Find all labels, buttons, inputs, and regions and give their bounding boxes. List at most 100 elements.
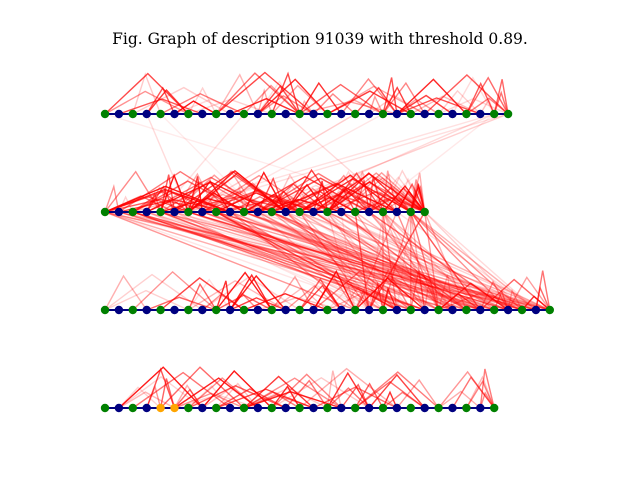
cross-edge	[215, 211, 439, 311]
edge	[271, 195, 384, 213]
cross-edge	[285, 211, 384, 311]
cross-edge	[132, 211, 481, 311]
cross-edge	[410, 211, 440, 311]
edge	[257, 85, 301, 115]
edge	[382, 169, 426, 213]
row-4-node	[378, 403, 388, 413]
edge	[327, 90, 412, 115]
edge	[188, 385, 286, 409]
edge	[396, 97, 481, 115]
edge	[410, 182, 426, 213]
edge	[160, 93, 245, 115]
edge	[215, 280, 231, 311]
edge	[146, 89, 189, 115]
edge	[271, 287, 328, 311]
row-3-node	[142, 305, 151, 315]
cross-edge	[382, 211, 426, 311]
edge	[271, 275, 315, 311]
edge	[243, 292, 328, 311]
cross-edge	[215, 211, 398, 311]
row-1-node	[378, 109, 388, 119]
edge	[424, 74, 509, 115]
nodes-layer	[100, 109, 554, 413]
edge	[326, 170, 370, 213]
cross-edge	[132, 211, 412, 311]
cross-edge	[341, 211, 551, 311]
cross-edge	[396, 211, 440, 311]
cross-edge	[271, 211, 509, 311]
row-1-node	[198, 109, 207, 119]
cross-edge	[146, 211, 398, 311]
cross-edge	[160, 211, 550, 311]
cross-edge	[104, 211, 509, 311]
cross-edge	[188, 113, 356, 213]
row-2-node	[142, 207, 151, 217]
row-3-node	[114, 305, 124, 315]
edge	[132, 72, 162, 115]
edge	[118, 376, 203, 409]
edge	[382, 170, 398, 213]
cross-edge	[299, 211, 370, 311]
cross-edge	[382, 211, 481, 311]
cross-edge	[146, 211, 453, 311]
cross-edge	[174, 211, 481, 311]
edge	[160, 366, 245, 409]
edge	[451, 376, 495, 409]
edge	[215, 192, 300, 213]
edge	[465, 379, 495, 409]
edge	[104, 195, 189, 213]
row-2-node	[351, 207, 360, 217]
cross-edge	[243, 211, 551, 311]
row-3-node	[545, 305, 554, 315]
row-4-node	[337, 403, 346, 413]
cross-edge	[354, 211, 495, 311]
cross-edge	[160, 211, 425, 311]
row-2-node	[281, 207, 290, 217]
edge	[215, 72, 301, 115]
row-3-node	[448, 305, 457, 315]
cross-edge	[368, 211, 426, 311]
row-4-node	[323, 403, 332, 413]
edge	[382, 81, 426, 115]
cross-edge	[146, 211, 384, 311]
row-4-node	[239, 403, 249, 413]
row-3-node	[351, 305, 360, 315]
edge	[410, 270, 426, 311]
cross-edge	[313, 211, 467, 311]
row-2-node	[184, 207, 193, 217]
cross-edge	[257, 211, 370, 311]
edge	[188, 279, 287, 311]
row-4-node	[351, 403, 360, 413]
edge	[257, 172, 384, 213]
row-3-node	[156, 305, 165, 315]
cross-edge	[215, 211, 439, 311]
edge	[257, 184, 370, 213]
row-3-node	[476, 305, 485, 315]
row-1-node	[309, 109, 318, 119]
edge	[299, 83, 384, 115]
cross-edge	[313, 211, 481, 311]
edge	[382, 77, 398, 115]
row-3-node	[517, 305, 527, 315]
edge	[340, 177, 426, 213]
edge	[424, 282, 440, 311]
row-3-node	[295, 305, 304, 315]
edge	[104, 289, 189, 311]
cross-edge	[160, 113, 259, 213]
edge	[118, 391, 175, 409]
edge	[229, 184, 245, 213]
edge	[187, 179, 231, 213]
cross-edge	[285, 211, 439, 311]
edge	[465, 375, 495, 409]
cross-edge	[340, 211, 356, 311]
row-3-node	[309, 305, 318, 315]
cross-edge	[271, 211, 495, 311]
row-1-node	[267, 109, 276, 119]
edge	[354, 380, 426, 409]
cross-edge	[410, 211, 523, 311]
cross-edge	[327, 211, 523, 311]
cross-edge	[382, 211, 495, 311]
row-1-node	[476, 109, 485, 119]
edge	[132, 371, 231, 409]
cross-edge	[188, 211, 523, 311]
